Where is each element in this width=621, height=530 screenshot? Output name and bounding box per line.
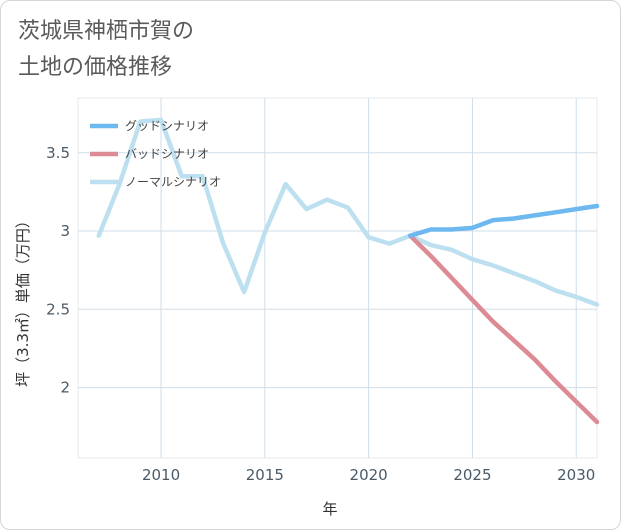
y-tick-label: 3.5 (46, 144, 70, 162)
plot-frame (77, 97, 598, 459)
title-line-1: 茨城県神栖市賀の (18, 19, 195, 44)
x-axis-title: 年 (322, 500, 337, 518)
chart-title: 茨城県神栖市賀の 土地の価格推移 (18, 14, 194, 86)
legend-label-normal: ノーマルシナリオ (125, 175, 221, 189)
tick-labels: 2010 2015 2020 2025 2030 2 2.5 3 3.5 (46, 144, 595, 484)
legend-label-bad: バッドシナリオ (125, 147, 209, 161)
series-lines (96, 117, 600, 425)
series-line-bad (407, 233, 600, 425)
legend-label-good: グッドシナリオ (125, 119, 209, 133)
x-tick-label: 2025 (453, 466, 491, 484)
x-tick-label: 2020 (350, 466, 388, 484)
y-tick-label: 2 (60, 379, 70, 397)
x-tick-label: 2015 (246, 466, 284, 484)
y-axis-title: 坪（3.3㎡）単価（万円） (14, 213, 32, 387)
series-line-good (407, 203, 600, 238)
x-tick-label: 2010 (142, 466, 180, 484)
grid-lines (77, 97, 598, 459)
series-line-normal (96, 117, 600, 307)
x-tick-label: 2030 (557, 466, 595, 484)
title-line-2: 土地の価格推移 (18, 55, 173, 80)
y-tick-label: 2.5 (46, 300, 70, 318)
y-tick-label: 3 (60, 222, 70, 240)
